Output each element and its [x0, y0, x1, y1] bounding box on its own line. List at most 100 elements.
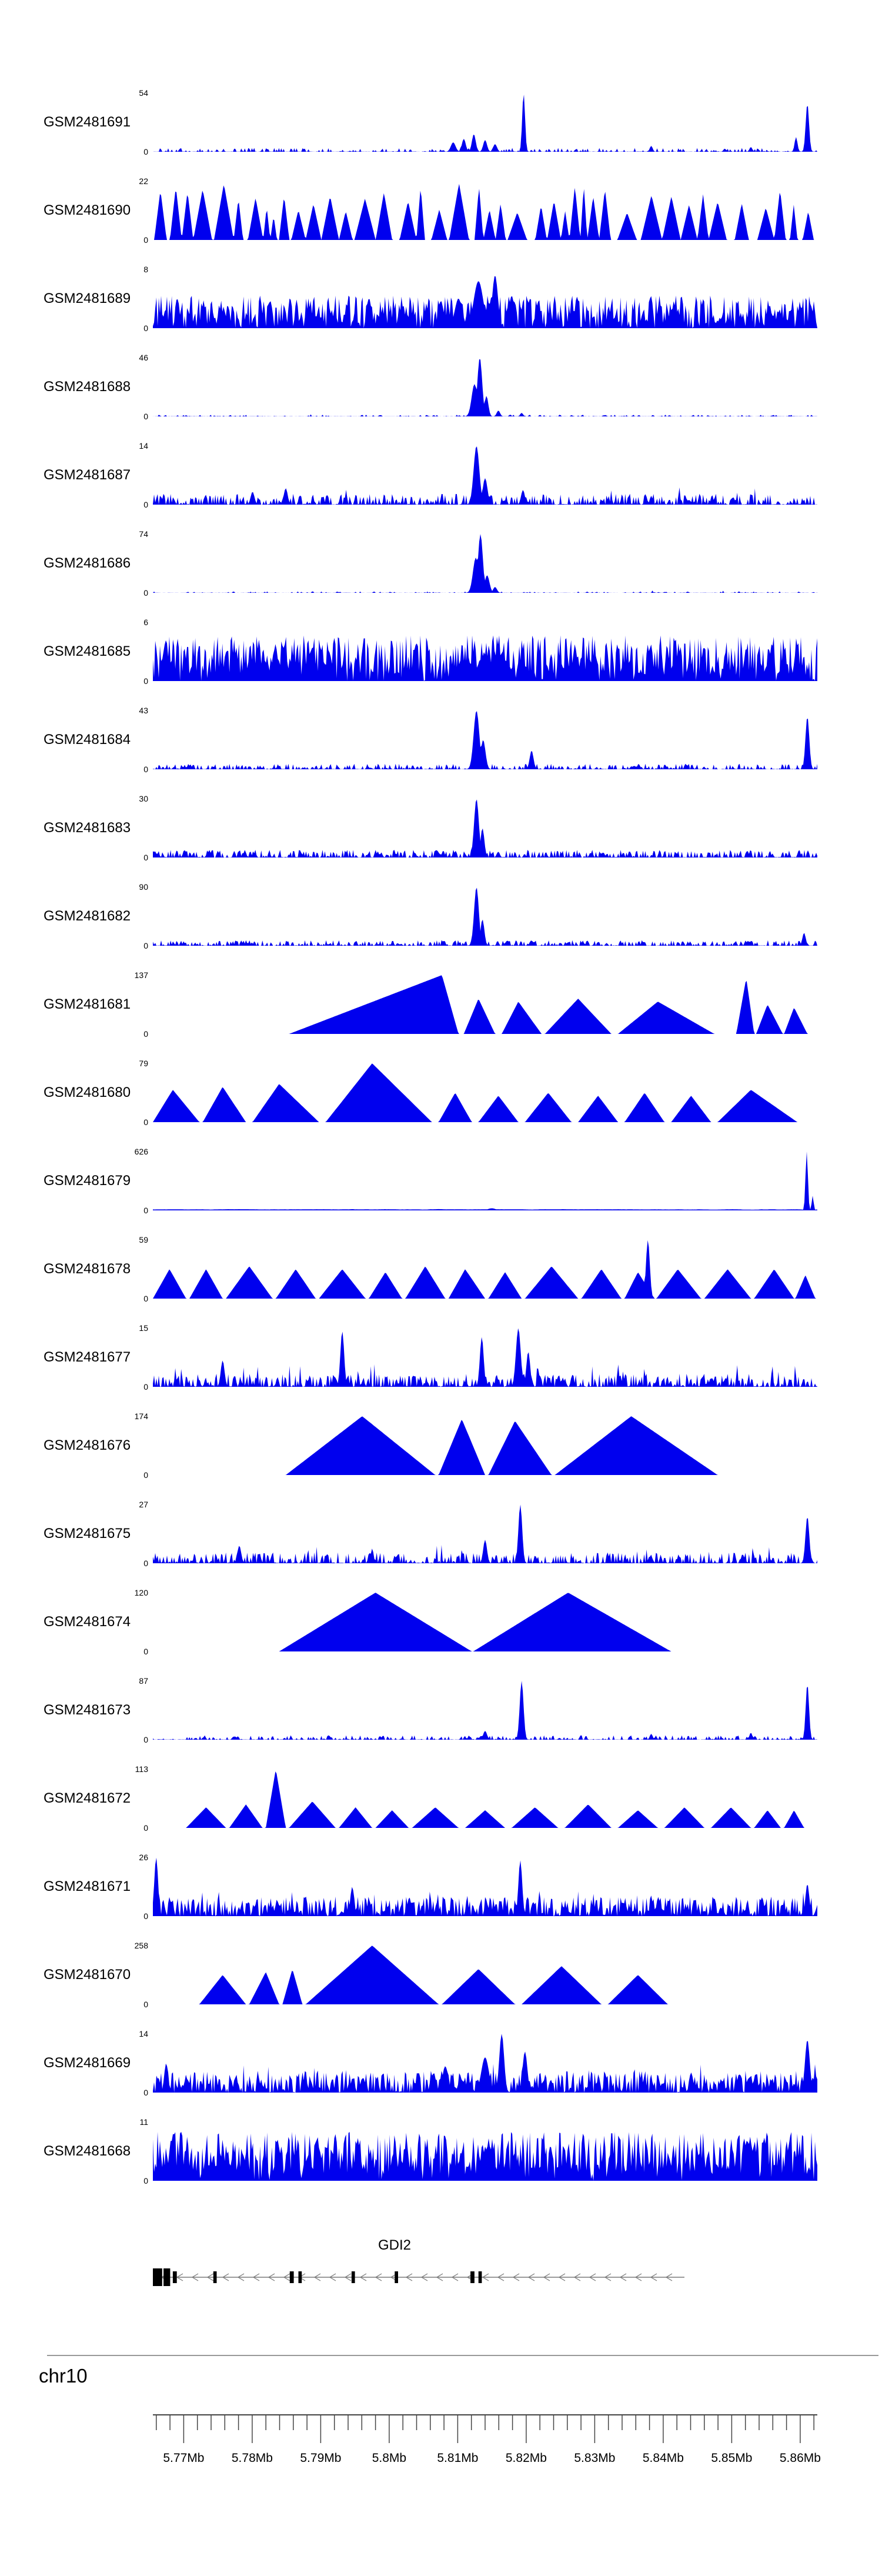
track-ymin-label: 0: [143, 1559, 148, 1568]
signal-area: [153, 1152, 817, 1210]
strand-arrow-icon: [237, 2273, 245, 2281]
track-signal-plot: [153, 1504, 817, 1563]
track-row: GSM2481687 14 0: [0, 418, 882, 509]
track-signal-plot: [153, 1593, 817, 1651]
track-sample-label: GSM2481673: [44, 1702, 131, 1718]
track-ymax-label: 6: [143, 618, 148, 627]
track-sample-label: GSM2481679: [44, 1173, 131, 1189]
track-signal-plot: [153, 2034, 817, 2093]
track-ymin-label: 0: [143, 853, 148, 862]
track-ymin-label: 0: [143, 1294, 148, 1303]
ruler-tick-label: 5.84Mb: [643, 2451, 684, 2465]
track-row: GSM2481682 90 0: [0, 859, 882, 950]
signal-area: [153, 446, 817, 505]
exon-block: [298, 2271, 302, 2283]
ruler-tick-label: 5.81Mb: [437, 2451, 478, 2465]
track-ymax-label: 90: [139, 882, 148, 892]
signal-area: [153, 1771, 817, 1828]
signal-area: [153, 1063, 817, 1122]
track-signal-plot: [153, 635, 817, 681]
signal-area: [153, 183, 817, 240]
track-ymin-label: 0: [143, 2176, 148, 2185]
strand-arrow-icon: [252, 2273, 260, 2281]
track-ymin-label: 0: [143, 2088, 148, 2097]
signal-area: [153, 534, 817, 593]
track-sample-label: GSM2481674: [44, 1614, 131, 1630]
strand-arrow-icon: [313, 2273, 321, 2281]
track-ymin-label: 0: [143, 1823, 148, 1833]
ruler-tick-label: 5.82Mb: [506, 2451, 547, 2465]
track-ymin-label: 0: [143, 1911, 148, 1921]
strand-arrow-icon: [268, 2273, 275, 2281]
signal-tracks-container: GSM2481691 54 0 GSM2481690 22 0 GSM24816…: [0, 65, 882, 2185]
track-ymin-label: 0: [143, 323, 148, 333]
signal-area: [153, 2131, 817, 2181]
signal-area: [153, 799, 817, 857]
track-signal-plot: [153, 534, 817, 593]
exon-block: [351, 2271, 355, 2283]
track-sample-label: GSM2481690: [44, 202, 131, 218]
track-ymin-label: 0: [143, 1735, 148, 1744]
strand-arrow-icon: [619, 2273, 627, 2281]
track-ymin-label: 0: [143, 500, 148, 509]
separator-line: [47, 2355, 878, 2356]
signal-area: [153, 1946, 817, 2004]
track-signal-plot: [153, 1946, 817, 2004]
strand-arrow-icon: [420, 2273, 428, 2281]
strand-arrow-icon: [375, 2273, 382, 2281]
track-ymin-label: 0: [143, 1470, 148, 1480]
track-row: GSM2481680 79 0: [0, 1035, 882, 1126]
strand-arrow-icon: [206, 2273, 214, 2281]
track-sample-label: GSM2481680: [44, 1085, 131, 1100]
gene-annotation-panel: GDI2: [0, 2233, 882, 2338]
signal-area: [153, 276, 817, 328]
track-ymin-label: 0: [143, 765, 148, 774]
ruler-tick-label: 5.8Mb: [372, 2451, 406, 2465]
exon-block: [470, 2271, 475, 2283]
track-ymin-label: 0: [143, 1206, 148, 1215]
track-signal-plot: [153, 711, 817, 769]
signal-area: [153, 2034, 817, 2093]
track-row: GSM2481676 174 0: [0, 1388, 882, 1480]
strand-arrow-icon: [497, 2273, 505, 2281]
track-sample-label: GSM2481675: [44, 1526, 131, 1541]
track-sample-label: GSM2481670: [44, 1967, 131, 1983]
track-ymin-label: 0: [143, 2000, 148, 2009]
track-ymax-label: 113: [135, 1764, 148, 1774]
exon-block: [289, 2271, 294, 2283]
track-sample-label: GSM2481677: [44, 1349, 131, 1365]
track-ymin-label: 0: [143, 1647, 148, 1656]
track-row: GSM2481686 74 0: [0, 506, 882, 597]
exon-block: [163, 2268, 171, 2286]
strand-arrow-icon: [665, 2273, 673, 2281]
strand-arrow-icon: [527, 2273, 535, 2281]
track-sample-label: GSM2481682: [44, 908, 131, 924]
track-row: GSM2481691 54 0: [0, 65, 882, 156]
strand-arrow-icon: [283, 2273, 290, 2281]
track-row: GSM2481674 120 0: [0, 1564, 882, 1656]
track-signal-plot: [153, 1857, 817, 1916]
track-ymax-label: 11: [139, 2117, 148, 2127]
track-row: GSM2481681 137 0: [0, 947, 882, 1038]
track-sample-label: GSM2481685: [44, 643, 131, 659]
ruler-tick-label: 5.77Mb: [163, 2451, 204, 2465]
track-sample-label: GSM2481671: [44, 1878, 131, 1894]
track-sample-label: GSM2481687: [44, 467, 131, 483]
track-ymax-label: 46: [139, 353, 148, 362]
track-ymax-label: 14: [139, 2029, 148, 2038]
signal-area: [153, 1593, 817, 1651]
track-row: GSM2481678 59 0: [0, 1212, 882, 1303]
exon-block: [213, 2271, 217, 2283]
signal-area: [153, 975, 817, 1034]
track-row: GSM2481690 22 0: [0, 153, 882, 244]
track-ymax-label: 174: [134, 1412, 148, 1421]
gene-model: [153, 2268, 684, 2286]
track-sample-label: GSM2481686: [44, 555, 131, 571]
track-sample-label: GSM2481684: [44, 732, 131, 748]
strand-arrow-icon: [650, 2273, 657, 2281]
strand-arrow-icon: [512, 2273, 520, 2281]
strand-arrow-icon: [222, 2273, 229, 2281]
exon-block: [172, 2271, 177, 2283]
track-row: GSM2481679 626 0: [0, 1123, 882, 1215]
strand-arrow-icon: [634, 2273, 642, 2281]
